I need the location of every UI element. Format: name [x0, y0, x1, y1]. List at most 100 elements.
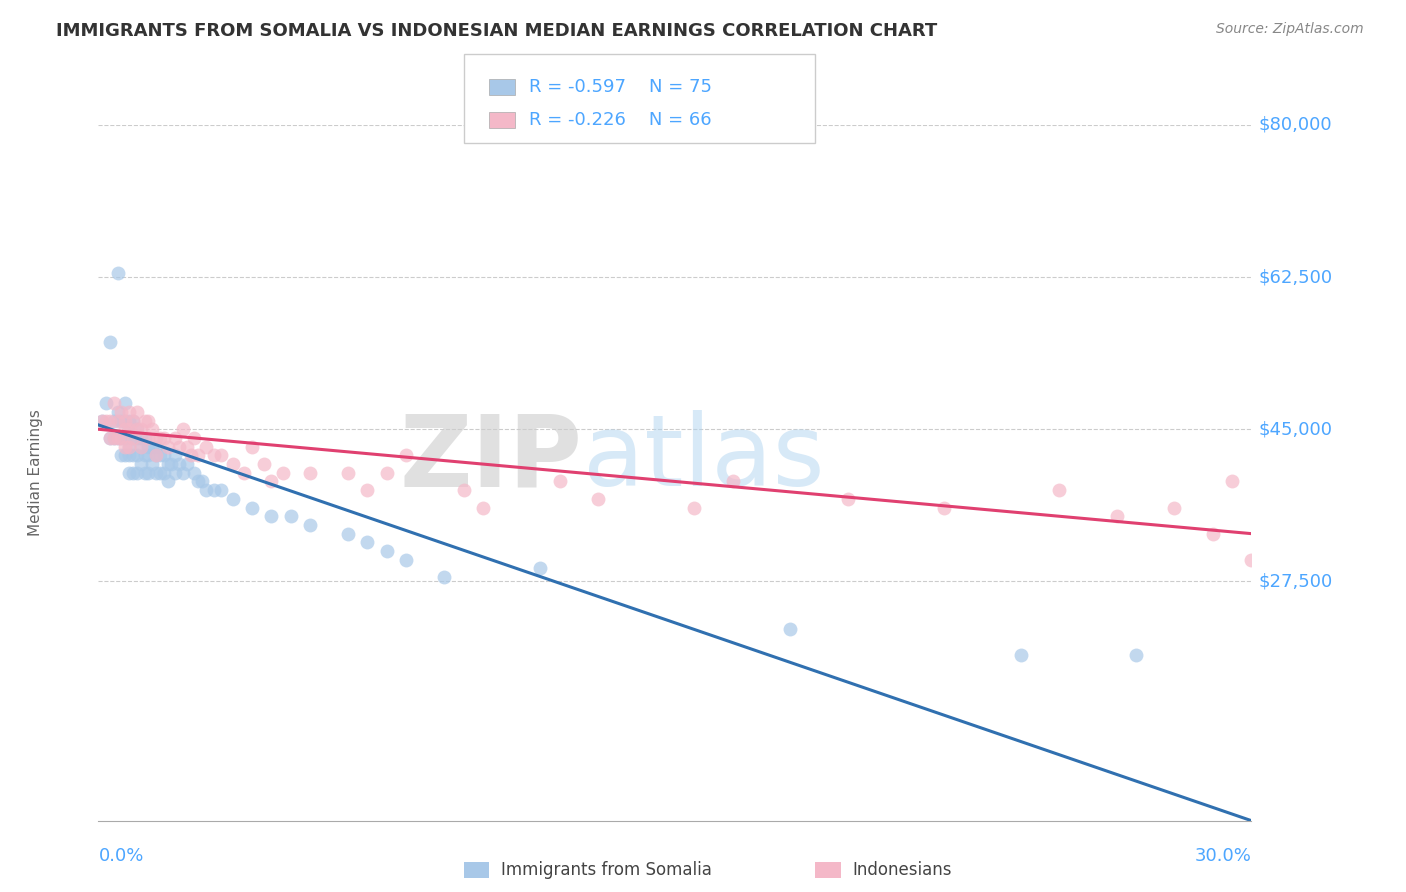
- Point: [202, 483, 225, 498]
- Point: [202, 448, 225, 462]
- Text: $62,500: $62,500: [1258, 268, 1333, 286]
- Point: [141, 440, 163, 454]
- Point: [129, 440, 152, 454]
- Point: [271, 466, 294, 480]
- Point: [118, 448, 141, 462]
- Point: [195, 483, 218, 498]
- Text: Immigrants from Somalia: Immigrants from Somalia: [501, 861, 711, 879]
- Text: $80,000: $80,000: [1258, 116, 1331, 134]
- Point: [298, 517, 321, 532]
- Point: [1047, 483, 1070, 498]
- Point: [395, 448, 418, 462]
- Point: [110, 431, 132, 445]
- Point: [145, 448, 167, 462]
- Point: [122, 466, 145, 480]
- Point: [138, 440, 160, 454]
- Point: [1105, 509, 1128, 524]
- Point: [356, 483, 378, 498]
- Point: [98, 431, 121, 445]
- Point: [260, 509, 283, 524]
- Point: [145, 448, 167, 462]
- Point: [122, 431, 145, 445]
- Point: [118, 422, 141, 436]
- Point: [114, 422, 136, 436]
- Point: [122, 414, 145, 428]
- Point: [471, 500, 494, 515]
- Point: [114, 440, 136, 454]
- Point: [152, 466, 174, 480]
- Point: [94, 414, 117, 428]
- Text: atlas: atlas: [582, 410, 824, 508]
- Point: [160, 457, 183, 471]
- Point: [149, 431, 172, 445]
- Point: [176, 457, 198, 471]
- Point: [122, 414, 145, 428]
- Point: [125, 422, 148, 436]
- Text: $27,500: $27,500: [1258, 573, 1333, 591]
- Point: [165, 466, 187, 480]
- Point: [145, 466, 167, 480]
- Text: $45,000: $45,000: [1258, 420, 1333, 438]
- Point: [167, 440, 190, 454]
- Point: [110, 431, 132, 445]
- Point: [122, 431, 145, 445]
- Point: [114, 414, 136, 428]
- Point: [138, 431, 160, 445]
- Point: [529, 561, 551, 575]
- Point: [837, 491, 859, 506]
- Point: [134, 431, 156, 445]
- Point: [191, 475, 214, 489]
- Text: Median Earnings: Median Earnings: [28, 409, 42, 536]
- Text: Indonesians: Indonesians: [852, 861, 952, 879]
- Point: [129, 431, 152, 445]
- Point: [122, 448, 145, 462]
- Point: [375, 544, 398, 558]
- Point: [118, 466, 141, 480]
- Point: [298, 466, 321, 480]
- Point: [103, 396, 125, 410]
- Point: [172, 466, 194, 480]
- Point: [103, 431, 125, 445]
- Point: [209, 483, 232, 498]
- Point: [114, 431, 136, 445]
- Point: [118, 440, 141, 454]
- Point: [356, 535, 378, 549]
- Point: [110, 414, 132, 428]
- Point: [107, 414, 129, 428]
- Point: [222, 491, 245, 506]
- Point: [152, 431, 174, 445]
- Point: [134, 414, 156, 428]
- Point: [107, 431, 129, 445]
- Point: [165, 448, 187, 462]
- Text: 0.0%: 0.0%: [98, 847, 143, 865]
- Point: [134, 448, 156, 462]
- Point: [209, 448, 232, 462]
- Point: [125, 422, 148, 436]
- Point: [114, 414, 136, 428]
- Point: [167, 457, 190, 471]
- Point: [118, 405, 141, 419]
- Point: [103, 431, 125, 445]
- Point: [149, 466, 172, 480]
- Point: [149, 448, 172, 462]
- Point: [453, 483, 475, 498]
- Point: [183, 431, 205, 445]
- Point: [156, 457, 179, 471]
- Point: [1220, 475, 1243, 489]
- Point: [98, 414, 121, 428]
- Point: [176, 440, 198, 454]
- Point: [145, 431, 167, 445]
- Point: [165, 431, 187, 445]
- Point: [779, 623, 801, 637]
- Point: [91, 414, 114, 428]
- Text: Source: ZipAtlas.com: Source: ZipAtlas.com: [1216, 22, 1364, 37]
- Point: [586, 491, 609, 506]
- Point: [118, 422, 141, 436]
- Point: [240, 440, 263, 454]
- Point: [932, 500, 955, 515]
- Point: [129, 457, 152, 471]
- Point: [107, 431, 129, 445]
- Point: [145, 440, 167, 454]
- Point: [253, 457, 276, 471]
- Point: [118, 440, 141, 454]
